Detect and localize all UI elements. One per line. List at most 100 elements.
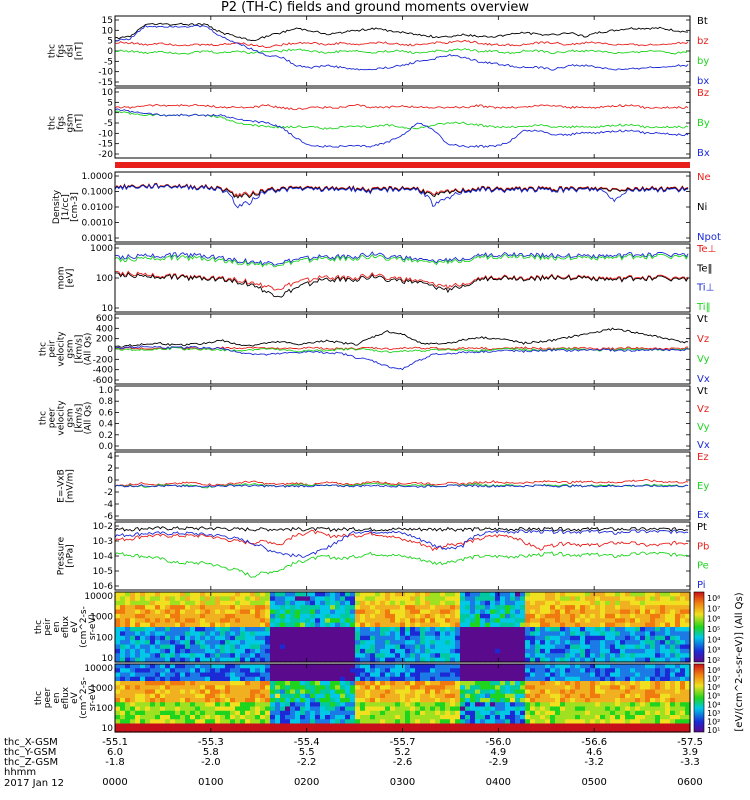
ylabel-electron-velocity-3: gsm xyxy=(66,408,76,427)
tick-ion-velocity-6: -600 xyxy=(93,376,114,386)
time-tick-3: 0300 xyxy=(390,777,415,788)
tick-ion-velocity-3: 0 xyxy=(107,345,113,355)
series-pressure-Pt xyxy=(114,526,689,532)
legend-electron-velocity-Vx: Vx xyxy=(697,440,710,451)
legend-efield-Ey: Ey xyxy=(697,481,709,492)
footer-0-0: -55.1 xyxy=(102,737,128,748)
legend-fgs-dsl-bx: bx xyxy=(697,76,709,87)
ylabel-ion-spectrogram-5: (cm^2-s- xyxy=(79,606,89,648)
frame-fgs-gsm xyxy=(114,87,691,159)
tick-fgs-dsl-2: 5 xyxy=(107,37,113,47)
tick-pressure-4: 10-6 xyxy=(93,582,114,592)
tick-density-0: 1.0000 xyxy=(82,172,114,182)
tick-temperature-2: 10 xyxy=(102,304,114,314)
footer-1-1: 5.8 xyxy=(203,747,219,758)
footer-0-6: -57.5 xyxy=(677,737,703,748)
footer-1-0: 6.0 xyxy=(107,747,123,758)
legend-fgs-dsl-bz: bz xyxy=(697,36,709,47)
tick-efield-2: 0 xyxy=(107,476,113,486)
ylabel-fgs-dsl-1: fgs xyxy=(57,44,67,58)
series-fgs-dsl-by xyxy=(114,48,689,55)
ylabel-ion-spectrogram-4: eV xyxy=(70,620,80,633)
colorbar-1-tick-4: 10⁴ xyxy=(707,700,720,709)
ylabel-ion-spectrogram-0: thc xyxy=(34,620,44,634)
legend-density-Npot: Npot xyxy=(697,232,721,243)
ylabel-electron-spectrogram-2: en xyxy=(52,692,62,703)
legend-pressure-Pe: Pe xyxy=(697,561,709,572)
tick-fgs-gsm-2: 0 xyxy=(107,109,113,119)
legend-fgs-dsl-Bt: Bt xyxy=(697,16,708,27)
colorbar-label: [eV/(cm^2-s-sr-eV)] (All Qs) xyxy=(734,592,745,731)
legend-temperature-Te⊥: Te⊥ xyxy=(696,244,716,255)
panel-pressure: Pressure [nPa] 10-2 10-3 10-4 10-5 10-6 Pt Pb Pe P… xyxy=(57,521,709,592)
tick-pressure-3: 10-5 xyxy=(93,567,113,577)
time-tick-6: 0600 xyxy=(677,777,702,788)
legend-pressure-Pt: Pt xyxy=(697,522,707,533)
legend-fgs-dsl-by: by xyxy=(697,56,709,67)
colorbar-1-tick-6: 10² xyxy=(707,717,720,726)
legend-pressure-Pb: Pb xyxy=(697,541,709,552)
ylabel-efield-1: [mV/m] xyxy=(66,469,76,503)
colorbar-1-tick-0: 10⁸ xyxy=(707,666,720,675)
series-fgs-gsm-Bz xyxy=(114,103,689,111)
ylabel-electron-spectrogram-4: eV xyxy=(70,691,80,704)
tick-fgs-gsm-6: -20 xyxy=(98,150,113,160)
footer-label-4: 2017 Jan 12 xyxy=(4,778,64,789)
legend-ion-velocity-Vy: Vy xyxy=(697,354,710,365)
tick-fgs-gsm-1: 5 xyxy=(107,98,113,108)
colorbar-1-tick-2: 10⁶ xyxy=(707,683,720,692)
series-temperature-Ti⊥ xyxy=(114,251,689,266)
tick-electron-velocity-2: 0.6 xyxy=(99,408,114,418)
footer-2-4: -2.9 xyxy=(489,757,509,768)
page-title: P2 (TH-C) fields and ground moments over… xyxy=(220,0,530,15)
legend-fgs-gsm-Bx: Bx xyxy=(697,148,710,159)
tick-ion-velocity-0: 600 xyxy=(96,314,113,324)
colorbar-0-tick-4: 10⁴ xyxy=(707,635,720,644)
ylabel-ion-velocity-3: gsm xyxy=(66,339,76,358)
series-pressure-Pe xyxy=(114,551,689,578)
footer-1-2: 5.5 xyxy=(299,747,315,758)
tick-ion-spectrogram-1: 1000 xyxy=(90,613,113,623)
frame-density xyxy=(114,171,691,243)
tick-temperature-0: 1000 xyxy=(90,244,113,254)
ylabel-ion-velocity-4: [km/s] xyxy=(75,335,85,364)
legend-efield-Ex: Ex xyxy=(697,510,709,521)
ylabel-ion-velocity-5: (All Qs) xyxy=(84,333,94,366)
tick-ion-velocity-5: -400 xyxy=(93,366,114,376)
tick-fgs-gsm-4: -10 xyxy=(98,129,113,139)
series-fgs-gsm-Bx xyxy=(114,108,689,149)
tick-fgs-gsm-0: 10 xyxy=(102,88,114,98)
panel-ion-velocity: thc peir velocity gsm [km/s] (All Qs)60040020… xyxy=(39,313,710,386)
ylabel-fgs-dsl-2: dsl xyxy=(66,45,76,58)
time-tick-0: 0000 xyxy=(102,777,127,788)
tick-electron-velocity-1: 0.8 xyxy=(99,397,114,407)
ylabel-fgs-gsm-0: thc xyxy=(48,116,58,130)
series-fgs-dsl-Bt xyxy=(114,22,689,42)
panel-ion-spectrogram: thc peir en eflux eV (cm^2-s-sr-eV) 10000 1000 1… xyxy=(34,591,691,664)
series-efield-Ex xyxy=(114,484,689,488)
tick-density-2: 0.0100 xyxy=(82,203,114,213)
tick-electron-spectrogram-2: 100 xyxy=(96,704,113,714)
footer-label-2: thc_Z-GSM xyxy=(4,757,58,768)
legend-density-Ni: Ni xyxy=(697,202,707,213)
ylabel-electron-spectrogram-3: eflux xyxy=(61,686,71,709)
tick-fgs-dsl-0: 15 xyxy=(102,16,113,26)
series-pressure-Pi xyxy=(114,529,689,558)
colorbar-1-tick-7: 10¹ xyxy=(707,726,720,735)
tick-electron-spectrogram-1: 1000 xyxy=(90,684,113,694)
series-temperature-Ti‖ xyxy=(114,253,689,268)
ylabel-density-2: [cm-3] xyxy=(70,192,80,222)
legend-pressure-Pi: Pi xyxy=(697,580,706,591)
legend-electron-velocity-Vz: Vz xyxy=(697,404,709,415)
ylabel-fgs-dsl-0: thc xyxy=(48,44,58,58)
time-tick-4: 0400 xyxy=(486,777,511,788)
tick-fgs-dsl-1: 10 xyxy=(102,26,114,36)
colorbar-0-tick-2: 10⁶ xyxy=(707,615,720,624)
tick-fgs-gsm-5: -15 xyxy=(98,140,113,150)
ylabel-ion-spectrogram-3: eflux xyxy=(61,615,71,638)
legend-ion-velocity-Vt: Vt xyxy=(697,314,708,325)
colorbar-0 xyxy=(693,591,705,663)
ylabel-fgs-gsm-1: fgs xyxy=(57,116,67,130)
series-temperature-Te‖ xyxy=(114,271,689,298)
series-temperature-Te⊥ xyxy=(114,270,689,291)
